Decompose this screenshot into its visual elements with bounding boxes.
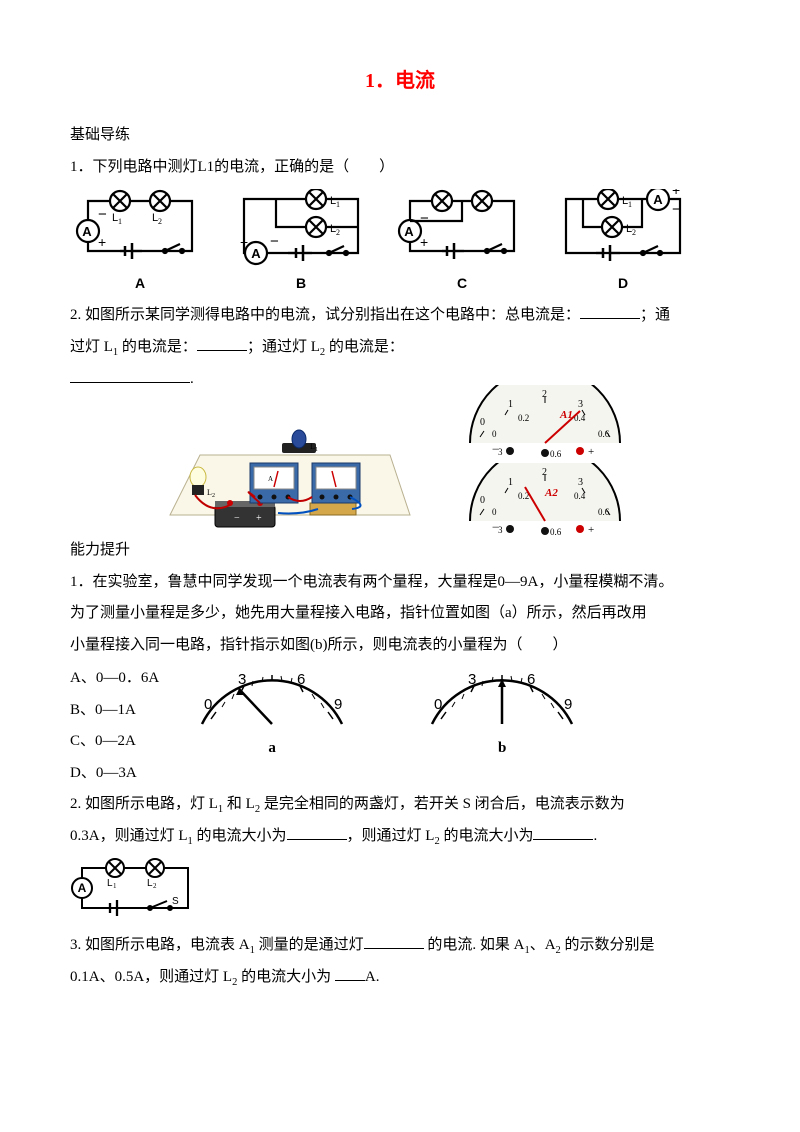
q1-stem: 1．下列电路中测灯L1的电流，正确的是（ ） bbox=[70, 152, 730, 184]
apparatus-svg: −+ A L1 L2 bbox=[160, 385, 420, 535]
svg-text:1: 1 bbox=[628, 200, 632, 209]
meter-a1: 01 23 00.2 A1 0.40.6 30.6+ − bbox=[450, 385, 640, 457]
svg-text:0.4: 0.4 bbox=[574, 491, 586, 501]
circuit-d-label: D bbox=[618, 269, 628, 298]
svg-text:A: A bbox=[404, 224, 414, 239]
svg-text:−: − bbox=[234, 513, 240, 524]
svg-text:−: − bbox=[420, 210, 429, 227]
svg-text:1: 1 bbox=[336, 200, 340, 209]
svg-text:2: 2 bbox=[632, 228, 636, 237]
opt-b: B、0—1A bbox=[70, 695, 159, 727]
svg-text:+: + bbox=[420, 234, 428, 250]
circuit-a-svg: − + A L1 L2 bbox=[70, 189, 210, 267]
svg-text:A: A bbox=[653, 192, 663, 207]
svg-text:+: + bbox=[672, 189, 680, 198]
basic-heading: 基础导练 bbox=[70, 120, 730, 152]
svg-text:−: − bbox=[672, 201, 681, 218]
svg-text:3: 3 bbox=[578, 399, 583, 410]
svg-text:1: 1 bbox=[508, 399, 513, 410]
svg-text:+: + bbox=[588, 446, 594, 457]
aq1-l2: 为了测量小量程是多少，她先用大量程接入电路，指针位置如图（a）所示，然后再改用 bbox=[70, 598, 730, 630]
aq1-l3: 小量程接入同一电路，指针指示如图(b)所示，则电流表的小量程为（ ） bbox=[70, 630, 730, 662]
svg-text:6: 6 bbox=[297, 671, 305, 688]
q2-line1: 2. 如图所示某同学测得电路中的电流，试分别指出在这个电路中：总电流是：；通 bbox=[70, 300, 730, 332]
ability-heading: 能力提升 bbox=[70, 535, 730, 567]
svg-text:1: 1 bbox=[113, 882, 117, 890]
svg-text:−: − bbox=[492, 520, 499, 534]
svg-text:0.6: 0.6 bbox=[598, 429, 610, 439]
circuit-c-label: C bbox=[457, 269, 467, 298]
circuit-d: + − A L1 L2 D bbox=[548, 189, 698, 298]
svg-text:2: 2 bbox=[212, 493, 215, 499]
gauge-b: 0 3 6 9 bbox=[417, 669, 587, 731]
svg-text:−: − bbox=[492, 442, 499, 456]
svg-text:A: A bbox=[268, 475, 273, 483]
circuit-a-label: A bbox=[135, 269, 145, 298]
aq1-l1: 1．在实验室，鲁慧中同学发现一个电流表有两个量程，大量程是0—9A，小量程模糊不… bbox=[70, 567, 730, 599]
gauge-a: 0 3 6 9 bbox=[187, 669, 357, 731]
aq2-circuit: A L1 L2 S bbox=[70, 858, 730, 920]
circuit-c: − + A C bbox=[392, 189, 532, 298]
svg-text:2: 2 bbox=[158, 217, 162, 226]
aq1-figs: 0 3 6 9 a bbox=[187, 669, 587, 765]
svg-text:0.6: 0.6 bbox=[550, 527, 562, 535]
aq2-l2: 0.3A，则通过灯 L1 的电流大小为，则通过灯 L2 的电流大小为. bbox=[70, 821, 730, 853]
q2-line2: 过灯 L1 的电流是：；通过灯 L2 的电流是： bbox=[70, 332, 730, 364]
svg-text:+: + bbox=[256, 513, 262, 524]
svg-text:−: − bbox=[98, 206, 107, 223]
svg-text:9: 9 bbox=[564, 696, 572, 713]
aq1-options-row: A、0—0．6A B、0—1A C、0—2A D、0—3A bbox=[70, 663, 730, 789]
svg-text:1: 1 bbox=[118, 217, 122, 226]
svg-text:9: 9 bbox=[334, 696, 342, 713]
opt-a: A、0—0．6A bbox=[70, 663, 159, 695]
svg-text:S: S bbox=[172, 896, 179, 907]
svg-text:0: 0 bbox=[480, 495, 485, 506]
opt-c: C、0—2A bbox=[70, 726, 159, 758]
aq2-l1: 2. 如图所示电路，灯 L1 和 L2 是完全相同的两盏灯，若开关 S 闭合后，… bbox=[70, 789, 730, 821]
page-title: 1．电流 bbox=[70, 60, 730, 102]
circuit-a: − + A L1 L2 A bbox=[70, 189, 210, 298]
svg-text:6: 6 bbox=[527, 671, 535, 688]
svg-text:A: A bbox=[82, 224, 92, 239]
svg-text:3: 3 bbox=[238, 671, 246, 688]
meter-a2: 01 23 00.2 A2 0.40.6 30.6+ − bbox=[450, 463, 640, 535]
svg-text:2: 2 bbox=[542, 389, 547, 400]
svg-text:A: A bbox=[78, 881, 87, 895]
aq3-l2: 0.1A、0.5A，则通过灯 L2 的电流大小为 A. bbox=[70, 962, 730, 994]
gauge-a-label: a bbox=[268, 733, 276, 765]
svg-text:+: + bbox=[240, 234, 248, 250]
svg-text:A: A bbox=[251, 246, 261, 261]
svg-text:−: − bbox=[270, 233, 279, 250]
circuit-d-svg: + − A L1 L2 bbox=[548, 189, 698, 267]
circuit-b-label: B bbox=[296, 269, 306, 298]
svg-text:0.6: 0.6 bbox=[550, 449, 562, 457]
svg-text:0: 0 bbox=[492, 507, 497, 517]
q1-circuits: − + A L1 L2 A bbox=[70, 189, 730, 298]
q2-figure: −+ A L1 L2 bbox=[70, 385, 730, 535]
circuit-c-svg: − + A bbox=[392, 189, 532, 267]
svg-text:3: 3 bbox=[468, 671, 476, 688]
aq3-l1: 3. 如图所示电路，电流表 A1 测量的是通过灯 的电流. 如果 A1、A2 的… bbox=[70, 930, 730, 962]
meter-readouts: 01 23 00.2 A1 0.40.6 30.6+ − 01 23 00.2 … bbox=[450, 385, 640, 535]
svg-text:0: 0 bbox=[492, 429, 497, 439]
svg-text:0: 0 bbox=[204, 696, 212, 713]
svg-text:0: 0 bbox=[480, 417, 485, 428]
svg-text:2: 2 bbox=[542, 467, 547, 478]
circuit-b-svg: + − A L1 L2 bbox=[226, 189, 376, 267]
gauge-b-label: b bbox=[498, 733, 506, 765]
svg-text:+: + bbox=[588, 524, 594, 535]
svg-text:0: 0 bbox=[434, 696, 442, 713]
svg-text:1: 1 bbox=[315, 447, 318, 453]
svg-text:1: 1 bbox=[508, 477, 513, 488]
aq1-options: A、0—0．6A B、0—1A C、0—2A D、0—3A bbox=[70, 663, 159, 789]
svg-text:A2: A2 bbox=[544, 487, 558, 499]
svg-text:0.6: 0.6 bbox=[598, 507, 610, 517]
svg-text:3: 3 bbox=[578, 477, 583, 488]
svg-text:+: + bbox=[98, 234, 106, 250]
svg-text:2: 2 bbox=[153, 882, 157, 890]
circuit-b: + − A L1 L2 B bbox=[226, 189, 376, 298]
svg-text:0.2: 0.2 bbox=[518, 413, 529, 423]
opt-d: D、0—3A bbox=[70, 758, 159, 790]
svg-text:2: 2 bbox=[336, 228, 340, 237]
